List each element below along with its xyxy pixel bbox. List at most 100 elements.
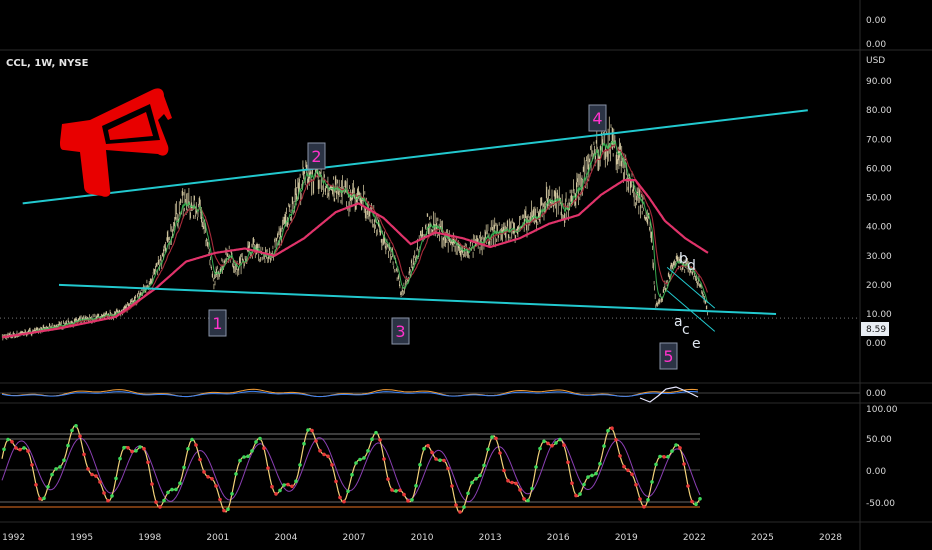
macd-pane[interactable]: 0.00 — [0, 386, 886, 403]
stoch-dot — [586, 475, 590, 479]
stoch-dot — [678, 446, 682, 450]
time-axis[interactable]: 1992 1995 1998 2001 2004 2007 2010 2013 2016 2019… — [2, 533, 842, 543]
stoch-dot — [290, 484, 294, 489]
stoch-dot — [510, 480, 514, 485]
stoch-dot — [130, 449, 134, 454]
stoch-dot — [30, 463, 34, 467]
stoch-dot — [202, 470, 206, 474]
stoch-dot — [394, 489, 398, 493]
y-tick-label: 60.00 — [866, 164, 892, 174]
stoch-dot — [650, 480, 654, 484]
stoch-dot — [670, 449, 674, 453]
stoch-dot — [530, 486, 534, 491]
wave-label-2[interactable]: 2 — [307, 142, 326, 170]
stoch-dot — [78, 434, 82, 439]
stoch-dot — [194, 443, 198, 447]
stoch-dot — [134, 449, 138, 453]
stoch-dot — [326, 454, 330, 459]
stoch-dot — [402, 492, 406, 497]
x-tick-label: 2001 — [206, 533, 229, 543]
y-tick-label: 50.00 — [866, 194, 892, 204]
stoch-dot — [242, 455, 246, 459]
price-axis[interactable]: 0.00 10.00 20.00 30.00 40.00 50.00 60.00 70.00 8… — [866, 77, 892, 349]
stoch-dot — [182, 465, 186, 470]
stoch-dot — [634, 483, 638, 487]
stochastic-pane[interactable]: 100.00 50.00 0.00 -50.00 — [0, 405, 898, 514]
y-tick-label: 30.00 — [866, 252, 892, 262]
x-tick-label: 2016 — [547, 533, 570, 543]
stoch-dot — [10, 440, 14, 444]
stoch-dot — [338, 495, 342, 500]
sub-wave-label-a: a — [674, 314, 683, 330]
wave-label-4[interactable]: 4 — [588, 104, 607, 132]
stoch-dot — [214, 484, 218, 488]
stoch-dot — [630, 472, 634, 477]
last-price-badge-bg — [861, 322, 889, 336]
stoch-dot — [462, 505, 466, 509]
stoch-dot — [306, 428, 310, 432]
stoch-dot — [466, 491, 470, 496]
stoch-dot — [514, 481, 518, 486]
wave-label-text: 4 — [592, 109, 602, 128]
stoch-dot — [286, 482, 290, 487]
stoch-dot — [318, 449, 322, 453]
stoch-dot — [2, 447, 6, 452]
stoch-dot — [582, 482, 586, 487]
stoch-dot — [82, 452, 86, 457]
stoch-dot — [146, 460, 150, 465]
top-pane-tick: 0.00 — [866, 40, 886, 50]
x-tick-label: 2010 — [411, 533, 434, 543]
stoch-dot — [414, 484, 418, 488]
stoch-dot — [66, 443, 70, 448]
x-tick-label: 1998 — [138, 533, 161, 543]
wave-label-1[interactable]: 1 — [208, 309, 227, 337]
stoch-dot — [54, 467, 58, 471]
stoch-dot — [198, 457, 202, 462]
stoch-dot — [602, 444, 606, 448]
stoch-dot — [538, 446, 542, 451]
stoch-dot — [50, 472, 54, 477]
stoch-dot — [258, 436, 262, 441]
wave-label-3[interactable]: 3 — [391, 317, 410, 345]
stoch-dot — [122, 445, 126, 450]
megaphone-icon — [60, 88, 172, 197]
stoch-dot — [46, 485, 50, 489]
main-pane-lines — [0, 109, 860, 341]
stoch-dot — [486, 447, 490, 452]
y-tick-label: 80.00 — [866, 106, 892, 116]
stoch-dot — [694, 502, 698, 507]
wave-label-5[interactable]: 5 — [659, 342, 678, 370]
stoch-dot — [438, 458, 442, 463]
stoch-dot — [322, 452, 326, 457]
stoch-dot — [206, 475, 210, 479]
stoch-dot — [314, 439, 318, 443]
stoch-dot — [598, 461, 602, 466]
x-tick-label: 2007 — [343, 533, 366, 543]
stoch-dot — [506, 478, 510, 483]
symbol-title[interactable]: CCL, 1W, NYSE — [6, 58, 89, 69]
trendline-upper[interactable] — [22, 109, 808, 205]
stoch-dot — [446, 466, 450, 471]
sub-wave-label-d: d — [687, 258, 696, 274]
x-tick-label: 2004 — [274, 533, 297, 543]
stoch-dot — [490, 435, 494, 439]
wave-box — [391, 317, 410, 345]
stoch-dot — [162, 498, 166, 503]
stoch-dot — [594, 471, 598, 476]
last-price-value: 8.59 — [866, 325, 886, 335]
stoch-dot — [442, 458, 446, 463]
stoch-dot — [626, 468, 630, 473]
wave-label-text: 5 — [663, 347, 673, 366]
stoch-dot — [570, 481, 574, 486]
stoch-dot — [622, 464, 626, 469]
stoch-dot — [362, 456, 366, 460]
ema-fast-line — [1, 140, 708, 338]
x-tick-label: 1995 — [70, 533, 93, 543]
stoch-dot — [158, 505, 162, 509]
stoch-dot — [574, 493, 578, 498]
trendline-lower[interactable] — [58, 283, 777, 315]
stoch-dot — [298, 463, 302, 467]
stoch-tick: 50.00 — [866, 435, 892, 445]
stoch-dot — [246, 454, 250, 459]
